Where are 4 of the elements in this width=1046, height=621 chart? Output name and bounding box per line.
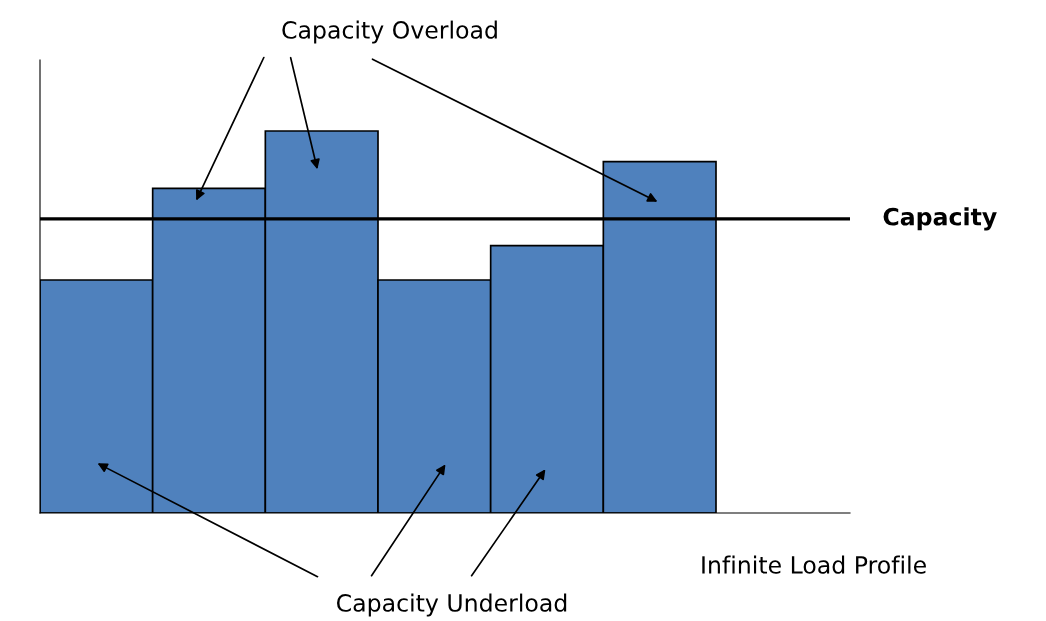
text: Capacity Overload [282, 20, 497, 44]
text: Capacity Underload [337, 593, 567, 617]
text: Infinite Load Profile [702, 555, 926, 574]
ref-line-label: Capacity [883, 207, 997, 231]
